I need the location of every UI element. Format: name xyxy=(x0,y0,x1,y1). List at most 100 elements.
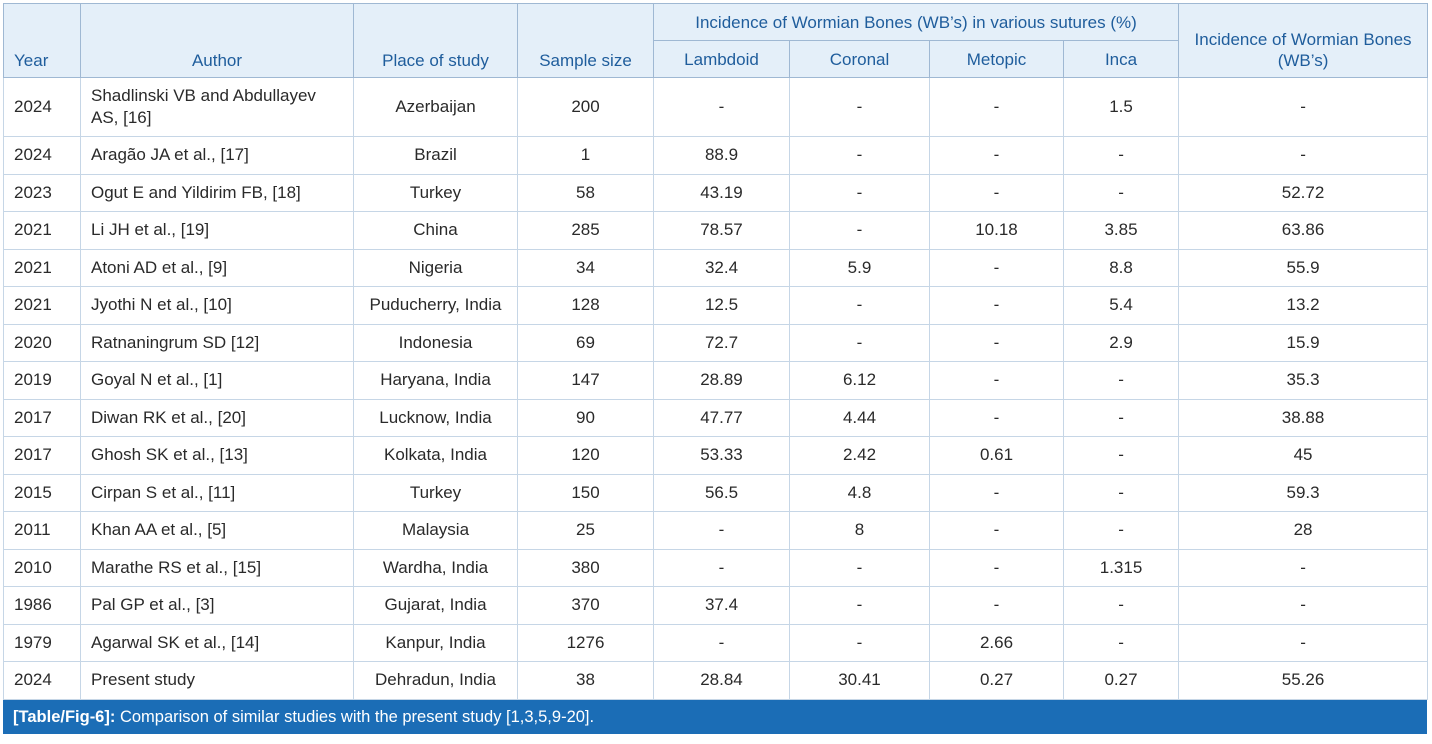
cell-inca: 8.8 xyxy=(1062,248,1180,287)
cell-inca: 1.315 xyxy=(1062,548,1180,587)
table-row: 2021 Li JH et al., [19] China 285 78.57-10.1… xyxy=(3,211,1429,250)
table-row: 2015 Cirpan S et al., [11] Turkey 150 56.5 4.… xyxy=(3,473,1429,512)
cell-inca: 1.5 xyxy=(1062,77,1180,137)
cell-year: 1986 xyxy=(3,586,81,625)
cell-coronal: 4.44 xyxy=(789,398,930,437)
cell-total-incidence: - xyxy=(1178,623,1429,662)
cell-sample-size: 285 xyxy=(517,211,654,250)
cell-year: 2024 xyxy=(3,661,81,700)
cell-sample-size: 69 xyxy=(517,323,654,362)
cell-coronal: - xyxy=(789,323,930,362)
cell-metopic: 2.66 xyxy=(929,623,1064,662)
cell-lambdoid: 12.5 xyxy=(653,286,790,325)
cell-coronal: 5.9 xyxy=(789,248,930,287)
cell-total-incidence: 59.3 xyxy=(1178,473,1429,512)
cell-coronal: 30.41 xyxy=(789,661,930,700)
cell-author: Ogut E and Yildirim FB, [18] xyxy=(80,173,354,212)
cell-author: Aragão JA et al., [17] xyxy=(80,136,354,175)
cell-place: Dehradun, India xyxy=(353,661,518,700)
cell-total-incidence: 15.9 xyxy=(1178,323,1429,362)
cell-lambdoid: 43.19 xyxy=(653,173,790,212)
cell-year: 2015 xyxy=(3,473,81,512)
table-row: 2024 Shadlinski VB and Abdullayev AS, [16… xyxy=(3,77,1429,137)
cell-year: 2021 xyxy=(3,286,81,325)
cell-place: Turkey xyxy=(353,173,518,212)
cell-lambdoid: 37.4 xyxy=(653,586,790,625)
header-year: Year xyxy=(3,3,81,78)
table-row: 1986 Pal GP et al., [3] Gujarat, India 370 3… xyxy=(3,586,1429,625)
table-row: 2017 Diwan RK et al., [20] Lucknow, India 9… xyxy=(3,398,1429,437)
cell-lambdoid: 53.33 xyxy=(653,436,790,475)
cell-sample-size: 90 xyxy=(517,398,654,437)
table-row: 1979 Agarwal SK et al., [14] Kanpur, India… xyxy=(3,623,1429,662)
cell-total-incidence: - xyxy=(1178,548,1429,587)
table-header: Year Author Place of study Sample size I… xyxy=(3,3,1429,78)
cell-year: 1979 xyxy=(3,623,81,662)
cell-year: 2017 xyxy=(3,398,81,437)
cell-place: China xyxy=(353,211,518,250)
cell-coronal: 4.8 xyxy=(789,473,930,512)
cell-inca: 2.9 xyxy=(1062,323,1180,362)
cell-coronal: - xyxy=(789,77,930,137)
caption-label: [Table/Fig-6]: xyxy=(13,707,116,726)
cell-inca: - xyxy=(1062,473,1180,512)
cell-inca: 3.85 xyxy=(1062,211,1180,250)
cell-year: 2024 xyxy=(3,77,81,137)
header-inca: Inca xyxy=(1062,40,1180,78)
cell-lambdoid: 28.84 xyxy=(653,661,790,700)
cell-author: Ghosh SK et al., [13] xyxy=(80,436,354,475)
cell-sample-size: 128 xyxy=(517,286,654,325)
cell-inca: - xyxy=(1062,436,1180,475)
header-author: Author xyxy=(80,3,354,78)
cell-coronal: - xyxy=(789,548,930,587)
cell-lambdoid: 28.89 xyxy=(653,361,790,400)
cell-author: Goyal N et al., [1] xyxy=(80,361,354,400)
cell-inca: - xyxy=(1062,623,1180,662)
cell-author: Marathe RS et al., [15] xyxy=(80,548,354,587)
cell-place: Turkey xyxy=(353,473,518,512)
cell-coronal: - xyxy=(789,623,930,662)
cell-metopic: - xyxy=(929,398,1064,437)
cell-metopic: - xyxy=(929,136,1064,175)
table-figure: Year Author Place of study Sample size I… xyxy=(3,3,1429,741)
cell-metopic: - xyxy=(929,323,1064,362)
cell-inca: 0.27 xyxy=(1062,661,1180,700)
cell-author: Agarwal SK et al., [14] xyxy=(80,623,354,662)
table-row: 2024 Present study Dehradun, India 38 28.84 3… xyxy=(3,661,1429,700)
caption-text: Comparison of similar studies with the p… xyxy=(115,707,595,726)
cell-sample-size: 380 xyxy=(517,548,654,587)
comparison-table: Year Author Place of study Sample size I… xyxy=(3,3,1429,700)
header-place: Place of study xyxy=(353,3,518,78)
cell-sample-size: 38 xyxy=(517,661,654,700)
cell-metopic: 10.18 xyxy=(929,211,1064,250)
cell-sample-size: 150 xyxy=(517,473,654,512)
cell-metopic: - xyxy=(929,173,1064,212)
table-row: 2021 Jyothi N et al., [10] Puducherry, Ind… xyxy=(3,286,1429,325)
cell-metopic: - xyxy=(929,511,1064,550)
table-row: 2010 Marathe RS et al., [15] Wardha, India… xyxy=(3,548,1429,587)
cell-year: 2020 xyxy=(3,323,81,362)
cell-sample-size: 1 xyxy=(517,136,654,175)
cell-lambdoid: - xyxy=(653,511,790,550)
cell-metopic: - xyxy=(929,77,1064,137)
table-row: 2019 Goyal N et al., [1] Haryana, India 147… xyxy=(3,361,1429,400)
cell-metopic: - xyxy=(929,586,1064,625)
cell-coronal: 8 xyxy=(789,511,930,550)
cell-lambdoid: - xyxy=(653,623,790,662)
cell-total-incidence: 13.2 xyxy=(1178,286,1429,325)
cell-total-incidence: 55.26 xyxy=(1178,661,1429,700)
cell-place: Gujarat, India xyxy=(353,586,518,625)
cell-lambdoid: 32.4 xyxy=(653,248,790,287)
cell-author: Li JH et al., [19] xyxy=(80,211,354,250)
cell-place: Indonesia xyxy=(353,323,518,362)
cell-place: Haryana, India xyxy=(353,361,518,400)
cell-sample-size: 200 xyxy=(517,77,654,137)
cell-year: 2010 xyxy=(3,548,81,587)
header-sample-size: Sample size xyxy=(517,3,654,78)
cell-sample-size: 370 xyxy=(517,586,654,625)
cell-sample-size: 25 xyxy=(517,511,654,550)
cell-metopic: - xyxy=(929,361,1064,400)
cell-place: Malaysia xyxy=(353,511,518,550)
cell-lambdoid: 72.7 xyxy=(653,323,790,362)
cell-total-incidence: - xyxy=(1178,77,1429,137)
